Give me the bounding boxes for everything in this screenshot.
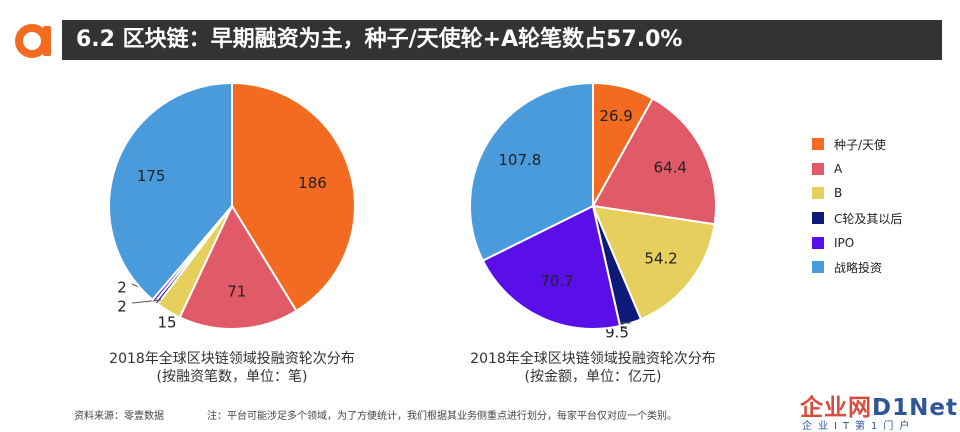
data-label: 186 bbox=[298, 174, 327, 192]
footer-source: 资料来源：零壹数据 bbox=[74, 411, 164, 422]
chart-1-title: 2018年全球区块链领域投融资轮次分布 bbox=[109, 351, 355, 367]
brand-logo-icon bbox=[15, 24, 51, 58]
data-label: 2 bbox=[117, 298, 127, 316]
legend-item: B bbox=[812, 181, 902, 206]
data-label: 2 bbox=[117, 279, 127, 297]
data-label: 26.9 bbox=[599, 107, 632, 125]
legend-label: A bbox=[834, 161, 843, 176]
leader-line bbox=[131, 299, 162, 304]
legend-swatch bbox=[812, 212, 824, 225]
chart-1-subtitle: (按融资笔数，单位：笔) bbox=[156, 369, 308, 385]
pie-slice bbox=[231, 81, 356, 313]
chart-2-subtitle: (按金额，单位：亿元) bbox=[524, 369, 662, 385]
page-title: 6.2 区块链：早期融资为主，种子/天使轮+A轮笔数占57.0% bbox=[62, 20, 942, 60]
legend-label: C轮及其以后 bbox=[834, 211, 903, 226]
pie-slice bbox=[591, 97, 717, 226]
data-label: 70.7 bbox=[540, 272, 573, 290]
legend-item: A bbox=[812, 157, 902, 182]
pie-slice bbox=[591, 204, 716, 321]
legend-label: B bbox=[834, 186, 843, 201]
chart-legend: 种子/天使 A B C轮及其以后 IPO 战略投资 bbox=[812, 132, 902, 280]
watermark-brand-b: D1Net bbox=[872, 395, 958, 421]
legend-swatch bbox=[812, 261, 824, 274]
chart-2-caption: 2018年全球区块链领域投融资轮次分布 (按金额，单位：亿元) bbox=[413, 350, 773, 386]
legend-swatch bbox=[812, 138, 824, 151]
legend-item: 战略投资 bbox=[812, 255, 902, 280]
data-label: 107.8 bbox=[498, 151, 541, 169]
legend-label: IPO bbox=[834, 235, 855, 250]
pie-slice bbox=[178, 203, 298, 330]
legend-swatch bbox=[812, 162, 824, 175]
legend-item: 种子/天使 bbox=[812, 132, 902, 157]
data-label: 15 bbox=[157, 314, 176, 332]
footer-note: 注：平台可能涉足多个领域，为了方便统计，我们根据其业务侧重点进行划分，每家平台仅… bbox=[207, 411, 677, 422]
watermark-sub: 企业IT第1门户 bbox=[802, 421, 916, 432]
legend-item: IPO bbox=[812, 230, 902, 255]
data-label: 54.2 bbox=[644, 249, 677, 267]
legend-label: 种子/天使 bbox=[834, 137, 887, 152]
legend-swatch bbox=[812, 236, 824, 249]
pie-slice bbox=[481, 204, 622, 330]
chart-2-title: 2018年全球区块链领域投融资轮次分布 bbox=[470, 351, 716, 367]
watermark-logo: 企业网D1Net bbox=[800, 388, 958, 422]
legend-swatch bbox=[812, 187, 824, 200]
legend-item: C轮及其以后 bbox=[812, 206, 902, 231]
data-label: 71 bbox=[227, 282, 246, 300]
pie-slice bbox=[108, 81, 233, 302]
legend-label: 战略投资 bbox=[834, 260, 883, 275]
pie-slice bbox=[469, 81, 594, 262]
watermark: 企业网D1Net 企业IT第1门户 bbox=[800, 388, 958, 432]
chart-1-caption: 2018年全球区块链领域投融资轮次分布 (按融资笔数，单位：笔) bbox=[52, 350, 412, 386]
data-label: 175 bbox=[137, 167, 166, 185]
watermark-brand-a: 企业网 bbox=[800, 395, 872, 421]
data-label: 64.4 bbox=[654, 158, 687, 176]
